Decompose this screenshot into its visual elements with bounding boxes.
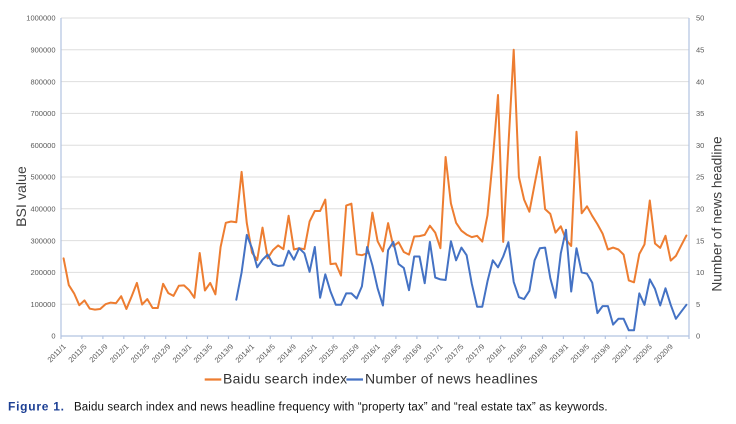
svg-text:Baidu search index and news he: Baidu search index and news headline fre…	[74, 402, 608, 414]
svg-text:45: 45	[696, 46, 704, 55]
svg-text:Baidu search index: Baidu search index	[223, 371, 347, 387]
svg-text:Number of news headline: Number of news headline	[710, 136, 725, 291]
svg-text:25: 25	[696, 173, 704, 182]
svg-text:1000000: 1000000	[26, 14, 55, 23]
svg-text:300000: 300000	[30, 236, 55, 245]
svg-text:10: 10	[696, 268, 704, 277]
svg-text:35: 35	[696, 109, 704, 118]
svg-text:20: 20	[696, 205, 704, 214]
svg-text:Number of news headlines: Number of news headlines	[365, 371, 538, 387]
svg-text:5: 5	[696, 300, 700, 309]
svg-text:900000: 900000	[30, 46, 55, 55]
svg-text:15: 15	[696, 236, 704, 245]
svg-text:100000: 100000	[30, 300, 55, 309]
svg-text:40: 40	[696, 77, 704, 86]
svg-text:700000: 700000	[30, 109, 55, 118]
svg-text:800000: 800000	[30, 77, 55, 86]
svg-text:600000: 600000	[30, 141, 55, 150]
svg-text:50: 50	[696, 14, 704, 23]
svg-text:0: 0	[51, 332, 55, 341]
svg-text:400000: 400000	[30, 205, 55, 214]
svg-text:Figure 1.: Figure 1.	[8, 400, 65, 414]
svg-text:30: 30	[696, 141, 704, 150]
svg-text:BSI value: BSI value	[13, 166, 29, 227]
svg-text:0: 0	[696, 332, 700, 341]
svg-text:200000: 200000	[30, 268, 55, 277]
svg-text:500000: 500000	[30, 173, 55, 182]
